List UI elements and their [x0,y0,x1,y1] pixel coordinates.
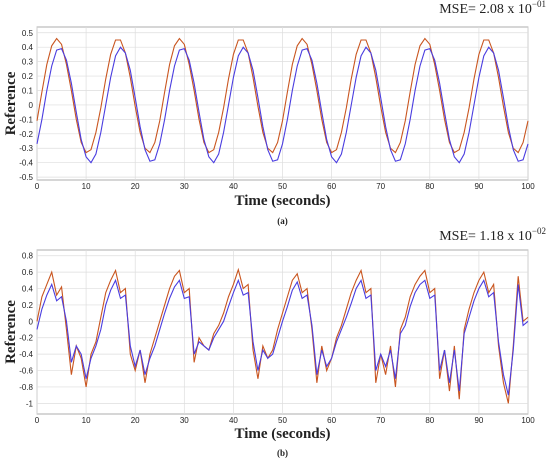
y-tick-label: -0.8 [19,383,33,392]
caption: (a) [277,216,288,226]
y-tick-label: 0.2 [22,301,34,310]
y-tick-label: -0.5 [19,173,33,182]
y-tick-label: -0.2 [19,130,33,139]
y-tick-label: 0 [29,317,34,326]
x-tick-label: 70 [376,416,385,425]
x-tick-label: 0 [35,416,40,425]
chart-title: MSE= 1.18 x 10−02 [439,226,546,244]
y-tick-label: 0.6 [22,268,34,277]
x-tick-label: 90 [474,182,483,191]
y-axis-label: Reference [3,71,19,135]
x-tick-label: 0 [35,182,40,191]
y-tick-label: 0.8 [22,252,34,261]
x-tick-label: 50 [278,416,287,425]
title-exponent: −01 [532,0,546,9]
y-tick-label: -0.6 [19,367,33,376]
x-tick-label: 20 [131,182,140,191]
x-tick-label: 80 [425,416,434,425]
title-text: MSE= 2.08 x 10 [439,2,532,17]
x-tick-label: 40 [229,416,238,425]
y-axis-label: Reference [3,300,19,364]
x-tick-label: 40 [229,182,238,191]
title-exponent: −02 [532,226,546,236]
x-tick-label: 80 [425,182,434,191]
caption: (b) [277,448,288,458]
x-tick-label: 30 [180,416,189,425]
x-axis-label: Time (seconds) [235,193,331,209]
y-tick-label: 0.4 [22,285,34,294]
x-tick-label: 30 [180,182,189,191]
y-tick-label: -1 [26,399,34,408]
x-tick-label: 20 [131,416,140,425]
x-tick-label: 100 [521,416,535,425]
y-tick-label: 0.5 [22,29,34,38]
y-tick-label: -0.3 [19,144,33,153]
x-tick-label: 70 [376,182,385,191]
chart-title: MSE= 2.08 x 10−01 [439,0,546,17]
x-tick-label: 100 [521,182,535,191]
x-tick-label: 10 [82,416,91,425]
y-tick-label: -0.4 [19,159,33,168]
x-tick-label: 60 [327,416,336,425]
y-tick-label: 0.2 [22,72,34,81]
x-tick-label: 90 [474,416,483,425]
y-tick-label: 0.3 [22,58,34,67]
x-axis-label: Time (seconds) [235,426,331,442]
x-tick-label: 10 [82,182,91,191]
y-tick-label: -0.1 [19,115,33,124]
y-tick-label: 0.1 [22,87,34,96]
data-line [36,46,529,164]
y-tick-label: -0.4 [19,350,33,359]
data-line [36,278,529,396]
data-line [36,37,529,154]
x-tick-label: 50 [278,182,287,191]
y-tick-label: 0.4 [22,43,34,52]
y-tick-label: -0.2 [19,334,33,343]
x-tick-label: 60 [327,182,336,191]
y-tick-label: 0 [29,101,34,110]
title-text: MSE= 1.18 x 10 [439,229,532,244]
